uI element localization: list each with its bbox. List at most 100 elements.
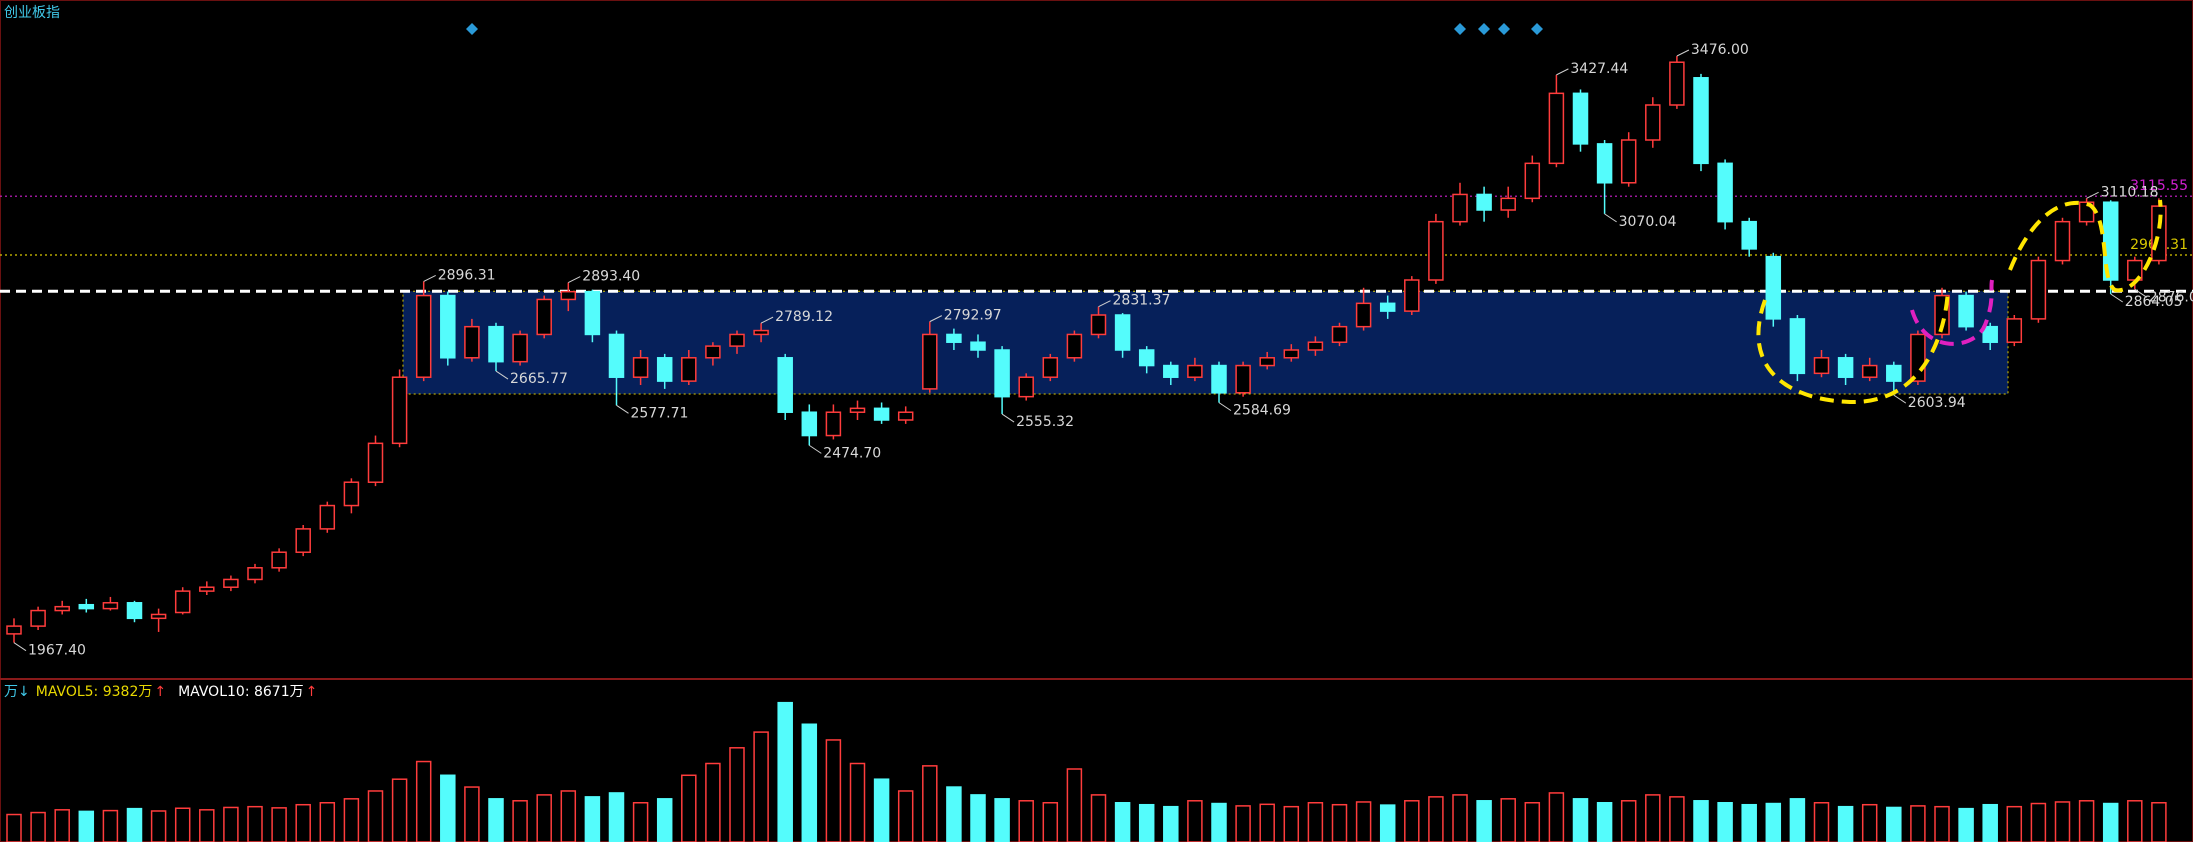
candle-body xyxy=(1620,139,1637,184)
volume-layer: 万↓ MAVOL5: 9382万 ↑ MAVOL10: 8671万 ↑ xyxy=(4,684,2167,842)
volume-bar xyxy=(174,807,191,842)
annotation-label: 2603.94 xyxy=(1908,395,1966,411)
volume-bar xyxy=(1645,794,1661,842)
volume-bar xyxy=(440,774,456,842)
annotation-label: 2792.97 xyxy=(944,308,1002,324)
volume-bar xyxy=(1187,800,1203,842)
volume-legend-arrow: ↑ xyxy=(306,684,318,700)
volume-bar xyxy=(1572,798,1589,842)
volume-bar xyxy=(825,739,842,842)
candle-body xyxy=(801,411,818,437)
volume-bar xyxy=(6,813,22,842)
volume-bar xyxy=(1138,803,1155,842)
annotation-leader xyxy=(1676,49,1690,57)
candle-body xyxy=(367,442,384,483)
volume-bar xyxy=(1428,796,1444,842)
candle-body xyxy=(30,609,46,627)
candle-body xyxy=(199,586,215,592)
candle-body xyxy=(319,504,336,530)
candle-body xyxy=(440,294,456,359)
candle-body xyxy=(584,290,601,336)
volume-bar xyxy=(946,786,962,842)
annotation-leader xyxy=(616,404,629,414)
candle-body xyxy=(1355,302,1372,328)
candle-body xyxy=(970,341,986,351)
candle-body xyxy=(1211,364,1227,394)
volume-bar xyxy=(1837,805,1854,842)
volume-bar xyxy=(1331,803,1348,842)
volume-bar xyxy=(1452,794,1468,842)
candle-body xyxy=(1886,364,1902,382)
candle-body xyxy=(2030,259,2047,320)
volume-bar xyxy=(1524,802,1541,842)
volume-bar xyxy=(608,792,625,842)
candle-body xyxy=(1693,77,1709,165)
candle-body xyxy=(1596,143,1613,184)
volume-bar xyxy=(247,805,263,842)
candle-body xyxy=(223,578,239,588)
candle-body xyxy=(994,349,1010,398)
candle-body xyxy=(753,329,769,336)
candle-body xyxy=(1404,279,1420,312)
volume-bar xyxy=(391,778,408,842)
candle-body xyxy=(1138,349,1155,367)
candle-body xyxy=(247,567,263,581)
candle-body xyxy=(1114,314,1131,351)
candle-body xyxy=(1958,294,1974,328)
annotation-label: 2896.31 xyxy=(438,267,496,283)
candle-body xyxy=(102,602,119,610)
level-layer: 3115.552964.31 xyxy=(0,178,2193,293)
candle-body xyxy=(1331,325,1348,343)
candle-body xyxy=(1524,162,1541,200)
annotation-label: 2474.70 xyxy=(823,445,881,461)
annotation-leader xyxy=(2110,293,2123,303)
annotation-leader xyxy=(1218,402,1232,412)
volume-bar xyxy=(970,794,986,842)
volume-bar xyxy=(1066,768,1083,842)
yellow-arc xyxy=(1756,289,1950,405)
candle-body xyxy=(873,407,890,421)
candle-body xyxy=(78,603,95,610)
volume-bar xyxy=(777,701,793,842)
candle-body xyxy=(705,345,721,359)
candle-body xyxy=(2151,205,2167,262)
volume-bar xyxy=(873,778,890,842)
candle-body xyxy=(1741,220,1757,250)
candle-body xyxy=(1452,193,1468,223)
candle-body xyxy=(1307,341,1324,351)
candle-body xyxy=(1982,325,1998,343)
volume-bar xyxy=(536,794,552,842)
volume-bar xyxy=(488,798,504,842)
candle-body xyxy=(1572,92,1589,145)
annotation-label: 2555.32 xyxy=(1016,414,1074,430)
candle-body xyxy=(1476,193,1492,211)
annotation-leader xyxy=(809,444,822,454)
volume-bar xyxy=(1789,798,1806,842)
volume-legend-arrow: ↑ xyxy=(154,684,166,700)
candle-body xyxy=(54,605,70,612)
volume-bar xyxy=(319,802,336,842)
volume-bar xyxy=(1861,803,1878,842)
candle-body xyxy=(656,357,673,382)
volume-bar xyxy=(1211,802,1227,842)
volume-bar xyxy=(2102,802,2119,842)
volume-bar xyxy=(1476,800,1492,842)
volume-bar xyxy=(1958,807,1974,842)
candle-body xyxy=(849,407,866,413)
candle-body xyxy=(632,357,649,378)
volume-bar xyxy=(1741,803,1757,842)
candle-body xyxy=(1548,92,1565,165)
volume-bar xyxy=(102,809,119,842)
volume-bar xyxy=(1717,802,1733,842)
candle-body xyxy=(1379,302,1396,312)
level-label: 3115.55 xyxy=(2130,178,2188,194)
annotation-leader xyxy=(2086,191,2099,199)
candle-body xyxy=(777,357,793,413)
candle-body xyxy=(897,411,914,421)
annotation-label: 2665.77 xyxy=(510,371,568,387)
annotation-label: 2584.69 xyxy=(1233,403,1291,419)
volume-bar xyxy=(343,798,360,842)
annotation-label: 2876.09 xyxy=(2149,289,2193,305)
volume-bar xyxy=(753,731,769,842)
